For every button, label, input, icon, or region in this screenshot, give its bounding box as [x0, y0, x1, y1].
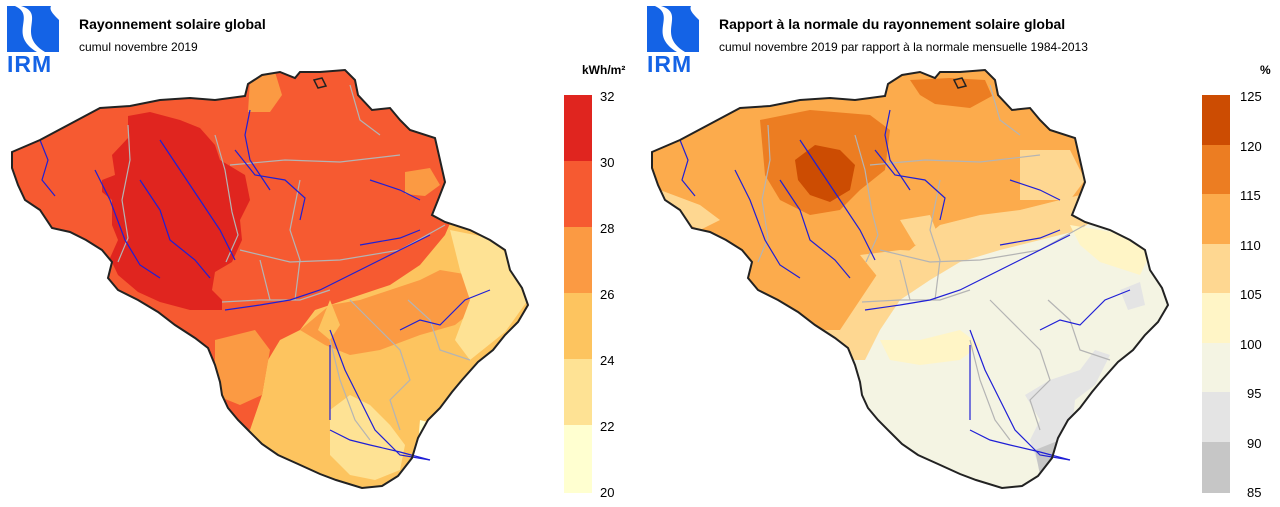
legend-swatch-120-125 — [1202, 95, 1230, 145]
legend-swatch-95-100 — [1202, 343, 1230, 392]
legend-tick-label: 95 — [1247, 386, 1262, 401]
legend-swatch-85-90 — [1202, 442, 1230, 493]
legend-tick-label: 28 — [600, 221, 615, 236]
legend-tick-label: 85 — [1247, 485, 1262, 500]
irm-logo-text: IRM — [7, 51, 53, 77]
legend-tick-label: 22 — [600, 419, 615, 434]
legend-tick-label: 30 — [600, 155, 615, 170]
legend-swatch-28-30 — [564, 161, 592, 227]
map-title: Rayonnement solaire global — [79, 16, 266, 32]
legend-swatch-110-115 — [1202, 194, 1230, 244]
legend-tick-label: 90 — [1247, 436, 1262, 451]
legend-swatch-100-105 — [1202, 293, 1230, 343]
legend-tick-label: 105 — [1240, 287, 1262, 302]
map-subtitle: cumul novembre 2019 — [79, 40, 198, 54]
legend-swatch-22-24 — [564, 359, 592, 425]
irm-logo: IRM — [7, 6, 59, 77]
legend-swatch-20-22 — [564, 425, 592, 493]
legend-tick-label: 26 — [600, 287, 615, 302]
irm-logo-text: IRM — [647, 51, 693, 77]
legend-unit: kWh/m² — [582, 63, 626, 77]
solar-radiation-ratio-panel: IRM Rapport à la normale du rayonnement … — [640, 0, 1280, 507]
map-subtitle: cumul novembre 2019 par rapport à la nor… — [719, 40, 1088, 54]
legend-tick-label: 24 — [600, 353, 615, 368]
legend-swatch-26-28 — [564, 227, 592, 293]
irm-logo-icon — [647, 6, 699, 52]
irm-logo-icon — [7, 6, 59, 52]
radiation-legend — [564, 95, 592, 493]
legend-swatch-24-26 — [564, 293, 592, 359]
legend-swatch-115-120 — [1202, 145, 1230, 194]
solar-radiation-panel: IRM Rayonnement solaire global cumul nov… — [7, 6, 626, 500]
irm-logo: IRM — [647, 6, 699, 77]
solar-radiation-ratio-map — [651, 68, 1170, 490]
ratio-legend — [1202, 95, 1230, 493]
legend-tick-label: 120 — [1240, 139, 1262, 154]
legend-swatch-30-32 — [564, 95, 592, 161]
solar-radiation-map — [11, 68, 530, 490]
legend-swatch-105-110 — [1202, 244, 1230, 293]
legend-tick-label: 32 — [600, 89, 615, 104]
legend-unit: % — [1260, 63, 1271, 77]
map-title: Rapport à la normale du rayonnement sola… — [719, 16, 1066, 32]
legend-tick-label: 125 — [1240, 89, 1262, 104]
legend-swatch-90-95 — [1202, 392, 1230, 442]
legend-tick-label: 100 — [1240, 337, 1262, 352]
legend-tick-label: 20 — [600, 485, 615, 500]
legend-tick-label: 115 — [1240, 188, 1261, 203]
legend-tick-label: 110 — [1240, 238, 1261, 253]
